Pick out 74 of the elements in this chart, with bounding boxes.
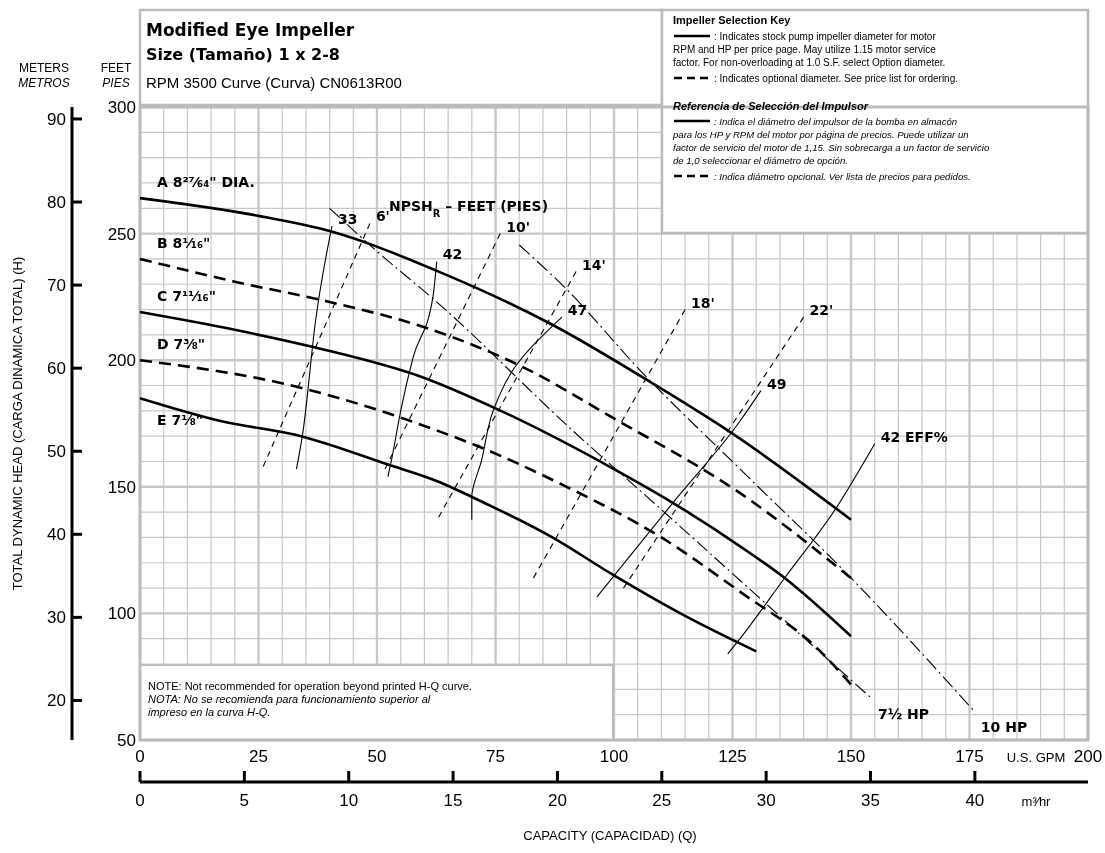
y-tick-label: 50 xyxy=(117,731,136,750)
x2-tick-label: 35 xyxy=(861,791,880,810)
series-label: 18' xyxy=(691,294,715,311)
x-tick-label: 175 xyxy=(955,747,984,766)
series-label: 10 HP xyxy=(980,718,1028,735)
text: Impeller Selection Key xyxy=(673,14,792,26)
series-label: 42 EFF% xyxy=(880,428,948,445)
x2-tick-label: 0 xyxy=(135,791,145,810)
series-label: 22' xyxy=(809,302,834,319)
x2-tick-label: 10 xyxy=(339,791,359,810)
series-label: 49 xyxy=(766,375,787,392)
series-label: 14' xyxy=(582,256,606,273)
text: factor. For non-overloading at 1.0 S.F. select Option diameter. xyxy=(673,57,946,68)
x-tick-label: 0 xyxy=(135,747,145,766)
annotation: impreso en la curva H-Q. xyxy=(148,706,271,718)
text: METERS xyxy=(18,61,70,75)
text: METROS xyxy=(18,76,70,90)
y-tick-label: 300 xyxy=(107,98,136,117)
y2-axis-title: TOTAL DYNAMIC HEAD (CARGA DINAMICA TOTAL) (H) xyxy=(10,256,25,591)
y2-tick-label: 70 xyxy=(47,276,66,296)
series-label: C 7¹¹⁄₁₆" xyxy=(157,288,217,305)
y-tick-label: 100 xyxy=(107,604,136,624)
x-tick-label: 75 xyxy=(486,747,505,766)
annotation: factor de servicio del motor de 1,15. Sin sobrecarga a un factor de servicio xyxy=(673,142,990,153)
series-label: B 8¹⁄₁₆" xyxy=(157,234,211,251)
y2-tick-label: 40 xyxy=(47,525,66,545)
x2-tick-label: 20 xyxy=(547,791,567,810)
annotation: : Indica el diámetro del impulsor de la bomba en almacón xyxy=(714,116,958,127)
x-tick-label: 150 xyxy=(836,747,866,766)
annotation: NOTE: Not recommended for operation beyond printed H-Q curve. xyxy=(148,680,473,692)
series-label: 6' xyxy=(375,208,390,225)
x-axis-title: CAPACITY (CAPACIDAD) (Q) xyxy=(523,828,697,843)
y2-tick-label: 90 xyxy=(47,109,66,129)
y2-tick-label: 20 xyxy=(47,691,66,711)
text: U.S. GPM xyxy=(1006,750,1066,765)
annotation: NOTA: No se recomienda para funcionamiento superior al xyxy=(148,693,431,705)
annotation: Referencia de Selección del Impulsor xyxy=(673,100,869,112)
series-label: A 8²⁷⁄₆₄" DIA. xyxy=(157,174,255,191)
y2-tick-label: 50 xyxy=(47,442,66,462)
chart-title: Modified Eye Impeller xyxy=(146,20,355,40)
x2-axis-title: m³⁄hr xyxy=(1021,794,1052,809)
text: RPM and HP per price page. May utilize 1.15 motor service xyxy=(673,44,937,55)
text: RPM 3500 Curve (Curva) CN0613R00 xyxy=(146,74,402,91)
x2-tick-label: 5 xyxy=(239,791,250,810)
text: PIES xyxy=(102,76,130,90)
x-tick-label: 125 xyxy=(718,747,747,766)
y2-tick-label: 80 xyxy=(47,193,66,213)
annotation: para los HP y RPM del motor por página de precios. Puede utilizar un xyxy=(672,129,969,140)
x-tick-label: 50 xyxy=(367,747,387,766)
y-tick-label: 200 xyxy=(107,351,136,371)
x-tick-label: 100 xyxy=(599,747,629,766)
x2-tick-label: 30 xyxy=(756,791,776,810)
x-tick-label: 200 xyxy=(1073,747,1103,766)
series-label: D 7³⁄₈" xyxy=(157,336,206,353)
y-tick-label: 250 xyxy=(107,224,136,244)
series-label: 33 xyxy=(337,211,358,227)
x2-tick-label: 15 xyxy=(443,791,463,810)
text: : Indicates stock pump impeller diameter for motor xyxy=(714,31,937,42)
x-tick-label: 25 xyxy=(249,747,268,766)
annotation: : Indica diámetro opcional. Ver lista de precios para pedidos. xyxy=(714,171,971,182)
series-label: 10' xyxy=(506,218,531,235)
y-tick-label: 150 xyxy=(107,477,136,497)
series-label: 7½ HP xyxy=(877,705,930,722)
annotation: de 1,0 seleccionar el diámetro de opción. xyxy=(673,155,848,166)
y2-tick-label: 60 xyxy=(47,359,66,379)
text: : Indicates optional diameter. See price list for ordering. xyxy=(714,73,959,84)
y2-tick-label: 30 xyxy=(47,608,66,628)
x2-tick-label: 25 xyxy=(652,791,672,810)
series-label: 47 xyxy=(567,302,588,319)
chart-subtitle: Size (Tamaño) 1 x 2-8 xyxy=(146,45,340,64)
text: FEET xyxy=(100,61,132,75)
x2-tick-label: 40 xyxy=(965,791,985,810)
annotation: NPSH$_{R}$ – FEET (PIES) xyxy=(389,198,549,219)
series-label: 42 xyxy=(442,246,463,263)
